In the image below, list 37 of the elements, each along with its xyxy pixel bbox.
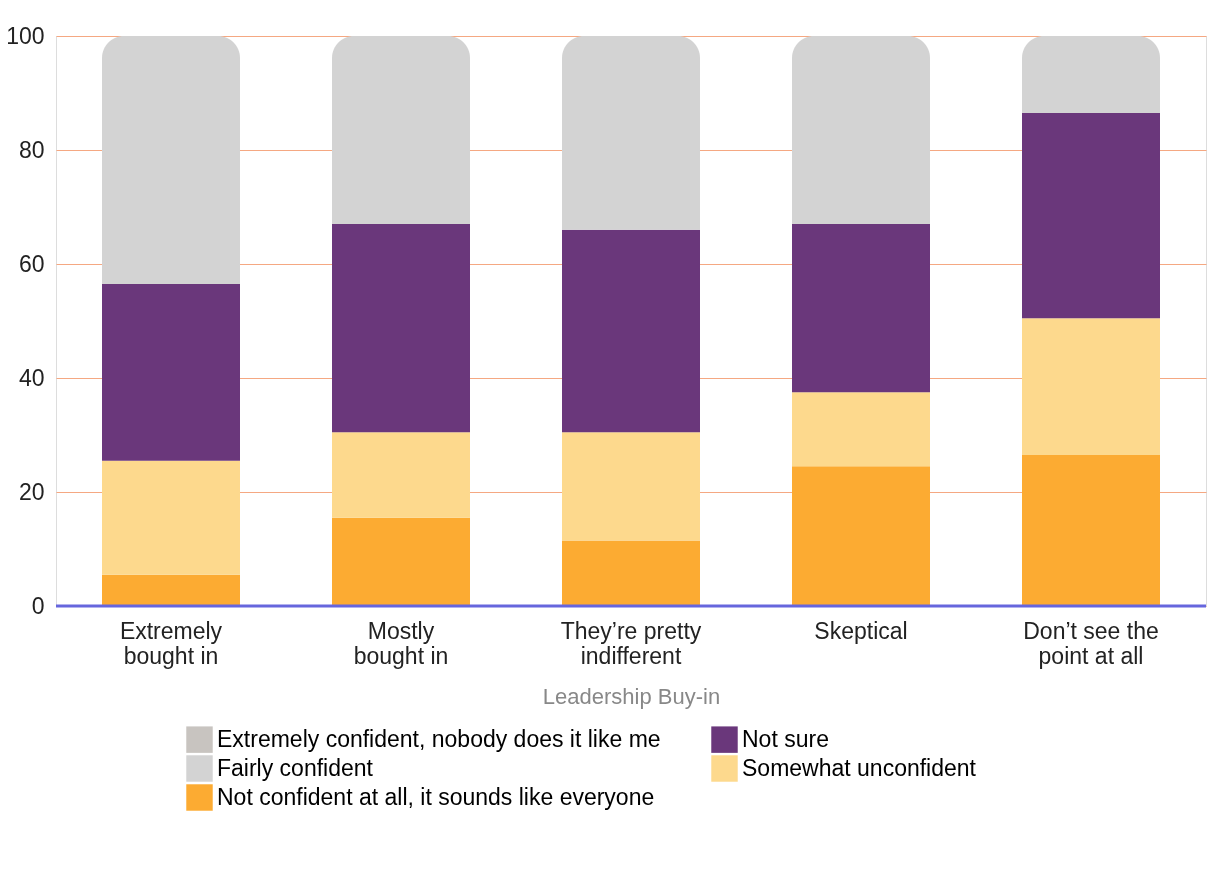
x-tick-label: Extremely bought in bbox=[119, 617, 223, 669]
bar bbox=[792, 224, 930, 393]
bar bbox=[102, 460, 240, 575]
bar bbox=[332, 224, 470, 433]
x-tick-label: Don’t see the point at all bbox=[1023, 617, 1159, 669]
bar bbox=[1022, 36, 1160, 113]
x-tick-label: Skeptical bbox=[814, 617, 908, 644]
bar bbox=[332, 432, 470, 518]
bar bbox=[792, 392, 930, 467]
bar bbox=[332, 517, 470, 606]
x-tick-label: Mostly bought in bbox=[353, 617, 449, 669]
x-axis-title: Leadership Buy-in bbox=[542, 683, 721, 709]
bar bbox=[562, 432, 700, 541]
bar bbox=[562, 229, 700, 433]
y-tick-label: 0 bbox=[31, 592, 45, 619]
bar bbox=[1022, 112, 1160, 319]
x-tick-label: They’re pretty indifferent bbox=[560, 617, 702, 669]
y-tick-label: 20 bbox=[18, 478, 45, 505]
bar bbox=[332, 36, 470, 225]
y-tick-label: 40 bbox=[18, 364, 45, 391]
y-tick-label: 100 bbox=[6, 22, 45, 49]
legend-label: Extremely confident, nobody does it like me bbox=[217, 725, 661, 752]
bar bbox=[562, 36, 700, 230]
legend-label: Fairly confident bbox=[217, 754, 374, 781]
bar bbox=[102, 283, 240, 461]
bar bbox=[1022, 454, 1160, 606]
bar bbox=[102, 574, 240, 606]
legend-label: Somewhat unconfident bbox=[742, 754, 977, 781]
legend-label: Not sure bbox=[742, 725, 829, 752]
bar bbox=[792, 36, 930, 225]
bar bbox=[1022, 318, 1160, 455]
bar bbox=[562, 540, 700, 606]
y-tick-label: 60 bbox=[18, 250, 45, 277]
legend-label: Not confident at all, it sounds like everyone bbox=[217, 783, 655, 810]
bar bbox=[792, 466, 930, 606]
y-tick-label: 80 bbox=[18, 136, 45, 163]
bar bbox=[102, 36, 240, 284]
